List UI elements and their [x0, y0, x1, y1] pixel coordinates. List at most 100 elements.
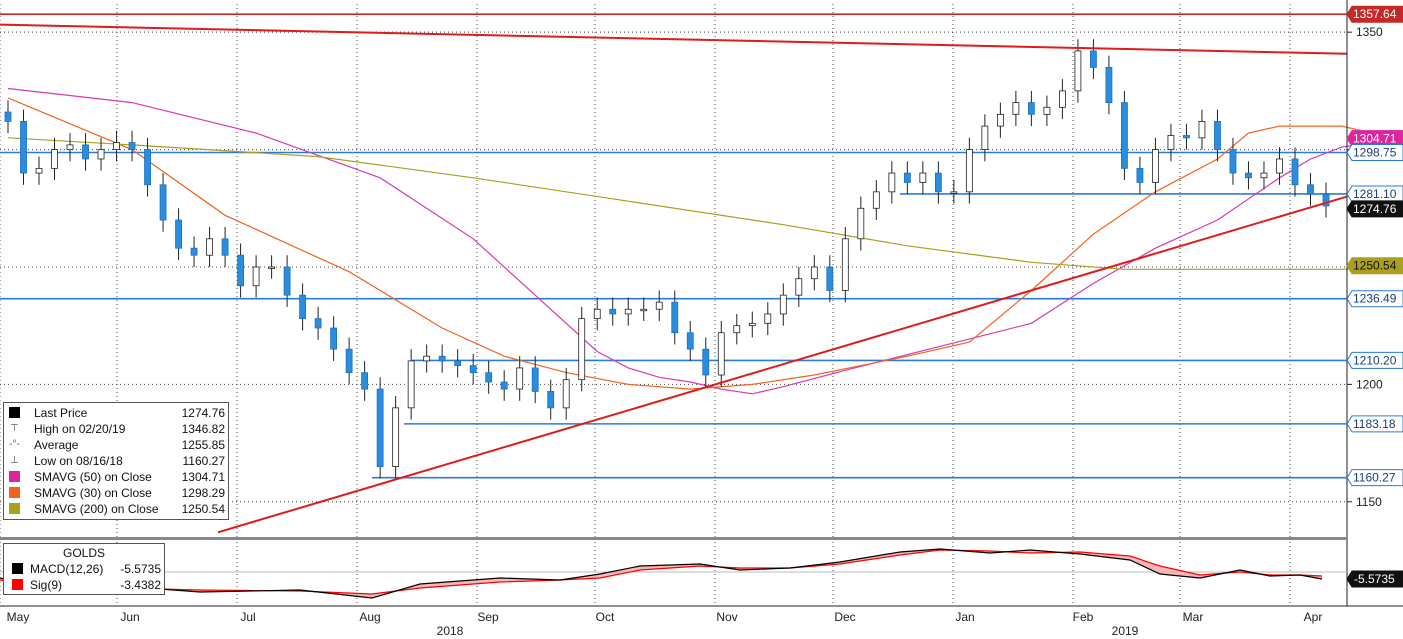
price-tag — [1346, 5, 1403, 23]
candle-body — [1027, 102, 1035, 115]
macd-label: MACD(12,26) — [30, 562, 104, 576]
x-month-label: Jun — [120, 610, 139, 624]
macd-legend: GOLDS MACD(12,26) -5.5735 Sig(9) -3.4382 — [3, 543, 165, 595]
legend-row-smavg-50: SMAVG (50) on Close 1304.71 — [4, 469, 228, 485]
candle-body — [919, 172, 927, 183]
candle-body — [1059, 90, 1066, 108]
candle-body — [1152, 149, 1159, 183]
candle-body — [1291, 158, 1299, 186]
signal-label: Sig(9) — [30, 578, 63, 592]
x-month-label: Mar — [1183, 610, 1204, 624]
legend-label: High on 02/20/19 — [34, 422, 126, 436]
y-tick-label: 1200 — [1356, 377, 1383, 391]
price-tag — [1346, 200, 1403, 218]
candle-body — [655, 301, 663, 310]
candle-body — [562, 379, 570, 409]
legend-row-high: ⊤ High on 02/20/19 1346.82 — [4, 421, 228, 437]
candle-body — [702, 348, 710, 376]
x-month-label: Oct — [596, 610, 615, 624]
lower-trendline — [217, 195, 1348, 534]
macd-panel: -5.5735 — [0, 548, 1403, 599]
candle-body — [857, 207, 865, 240]
candle-body — [1090, 50, 1097, 68]
candle-body — [345, 348, 353, 374]
legend-value: 1274.76 — [181, 406, 225, 420]
candle-body — [97, 149, 105, 160]
candle-body — [128, 142, 136, 150]
smavg-50-swatch-icon — [9, 471, 20, 482]
x-month-label: Apr — [1304, 610, 1323, 624]
candle-body — [221, 238, 229, 256]
candle-body — [1322, 193, 1330, 207]
candle-body — [950, 191, 958, 194]
candle-body — [841, 238, 849, 291]
legend-row-low: ⊥ Low on 08/16/18 1160.27 — [4, 453, 228, 469]
macd-price-tag — [1346, 570, 1403, 588]
candle-body — [578, 318, 586, 381]
legend-row-smavg-200: SMAVG (200) on Close 1250.54 — [4, 501, 228, 517]
candle-body — [1105, 66, 1113, 104]
candle-body — [1121, 102, 1128, 169]
candle-body — [1260, 172, 1268, 179]
candle-body — [190, 247, 198, 256]
candle-body — [252, 266, 260, 287]
y-tick-label: 1150 — [1356, 495, 1382, 509]
price-legend: Last Price 1274.76 ⊤ High on 02/20/19 13… — [3, 402, 229, 520]
candle-body — [903, 172, 911, 183]
candle-body — [1276, 158, 1283, 174]
trendlines — [0, 23, 1348, 534]
legend-value: 1160.27 — [182, 454, 226, 468]
candle-body — [717, 332, 725, 376]
price-tag-label: 1250.54 — [1353, 259, 1397, 273]
moving-average-line — [7, 97, 1403, 390]
candle-body — [407, 360, 415, 409]
macd-line — [0, 548, 1323, 599]
legend-value: 1255.85 — [181, 438, 225, 452]
candle-body — [624, 308, 632, 315]
price-tag-label: 1183.18 — [1353, 417, 1396, 431]
x-month-label: Jan — [955, 610, 974, 624]
price-tag-label: 1298.75 — [1353, 146, 1397, 160]
last-price-swatch-icon — [9, 407, 20, 418]
candle-body — [330, 327, 338, 350]
candle-body — [686, 332, 694, 350]
moving-average-line — [7, 87, 1403, 395]
candle-body — [1214, 121, 1221, 150]
price-tag-label: 1274.76 — [1353, 202, 1397, 216]
candle-body — [1167, 135, 1175, 150]
macd-legend-title: GOLDS — [62, 546, 105, 560]
candle-body — [1136, 167, 1144, 183]
candle-body — [159, 184, 167, 221]
legend-label: SMAVG (30) on Close — [34, 486, 152, 500]
candle-body — [609, 308, 617, 315]
candle-body — [810, 266, 818, 280]
candle-body — [764, 313, 772, 324]
moving-averages — [7, 87, 1403, 395]
candle-body — [1074, 50, 1082, 92]
price-tag-label: 1210.20 — [1353, 353, 1397, 367]
macd-histogram-fill — [0, 549, 1322, 598]
x-month-label: Aug — [359, 610, 380, 624]
candle-body — [826, 266, 834, 291]
candle-body — [268, 266, 276, 269]
candle-body — [144, 149, 151, 186]
candle-body — [965, 149, 973, 193]
candle-body — [500, 381, 508, 390]
candle-body — [454, 360, 462, 366]
candle-body — [934, 172, 942, 193]
price-tag — [1346, 290, 1403, 308]
legend-label: Low on 08/16/18 — [34, 454, 123, 468]
moving-average-line — [7, 137, 1403, 270]
candle-body — [283, 266, 291, 296]
candles — [4, 39, 1330, 479]
candle-body — [485, 372, 493, 383]
candle-body — [872, 191, 880, 209]
price-tag — [1346, 144, 1403, 162]
candle-body — [795, 278, 803, 296]
candle-body — [66, 144, 74, 150]
candle-body — [593, 308, 601, 320]
x-month-label: Feb — [1073, 610, 1094, 624]
x-month-label: May — [7, 610, 30, 624]
